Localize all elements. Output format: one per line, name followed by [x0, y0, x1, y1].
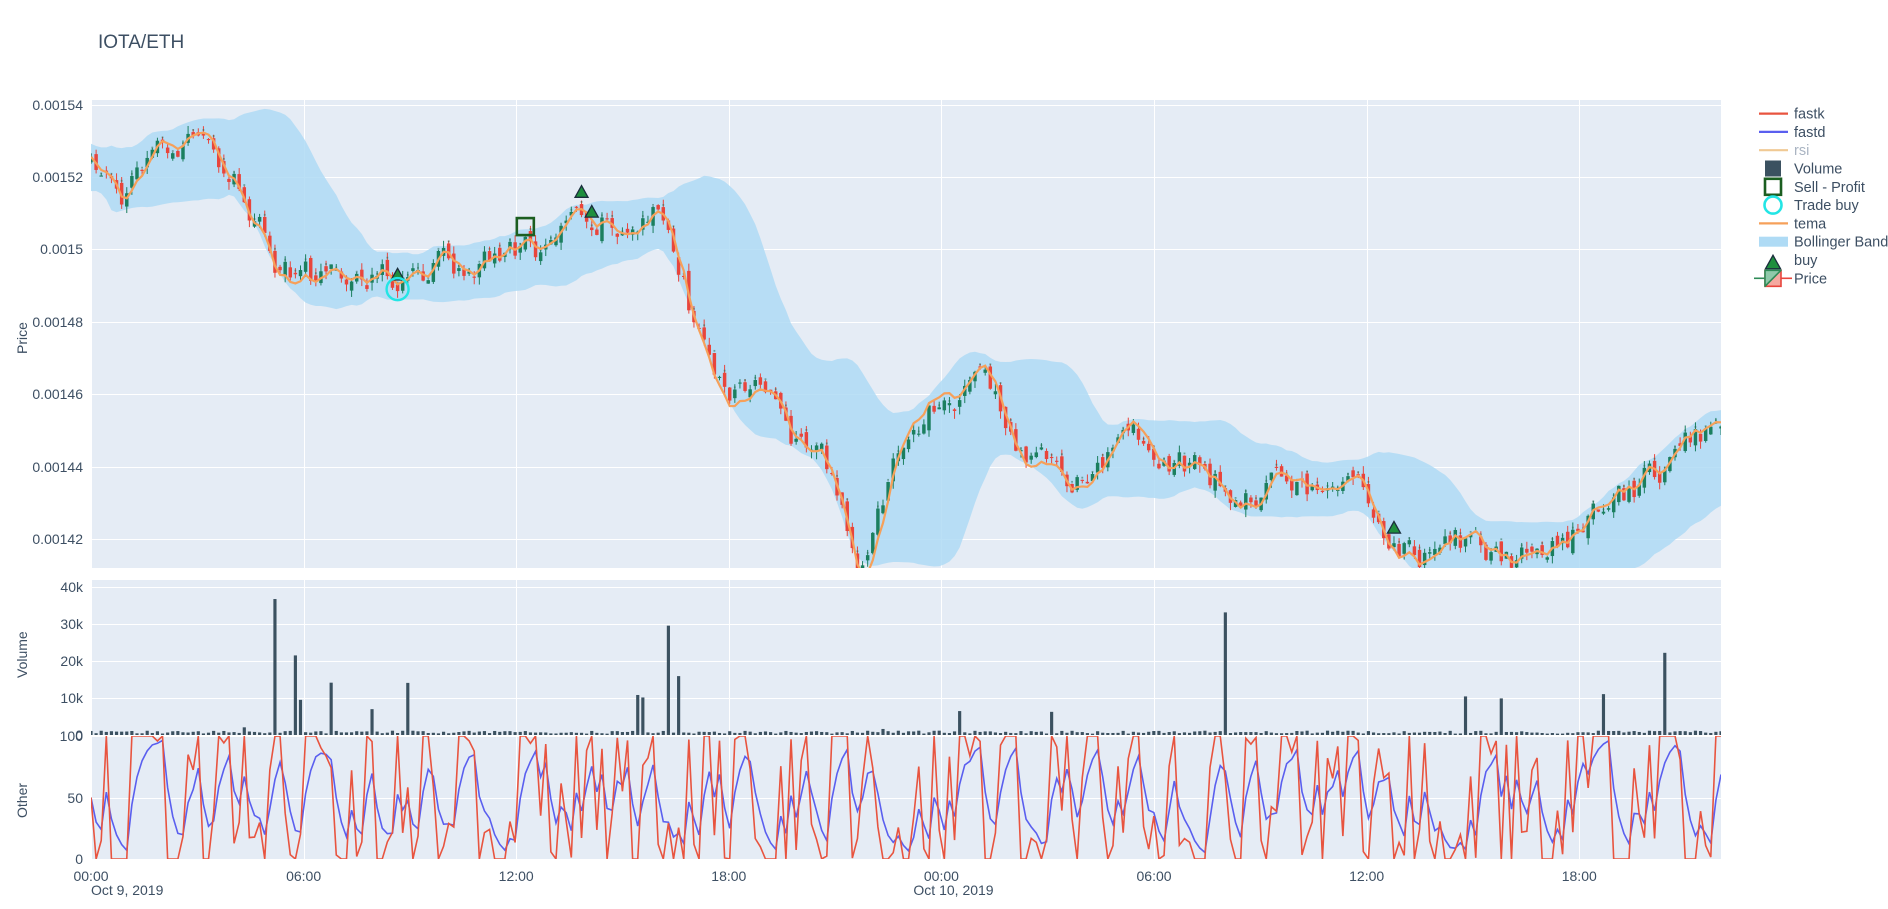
svg-text:Volume: Volume — [1794, 162, 1842, 178]
svg-text:fastd: fastd — [1794, 125, 1825, 141]
svg-text:tema: tema — [1794, 216, 1827, 232]
svg-text:Price: Price — [1794, 271, 1827, 287]
svg-text:Trade buy: Trade buy — [1794, 198, 1859, 214]
svg-text:fastk: fastk — [1794, 107, 1825, 123]
svg-text:Bollinger Band: Bollinger Band — [1794, 235, 1888, 251]
svg-text:Sell - Profit: Sell - Profit — [1794, 180, 1865, 196]
svg-text:buy: buy — [1794, 253, 1818, 269]
svg-text:rsi: rsi — [1794, 143, 1809, 159]
